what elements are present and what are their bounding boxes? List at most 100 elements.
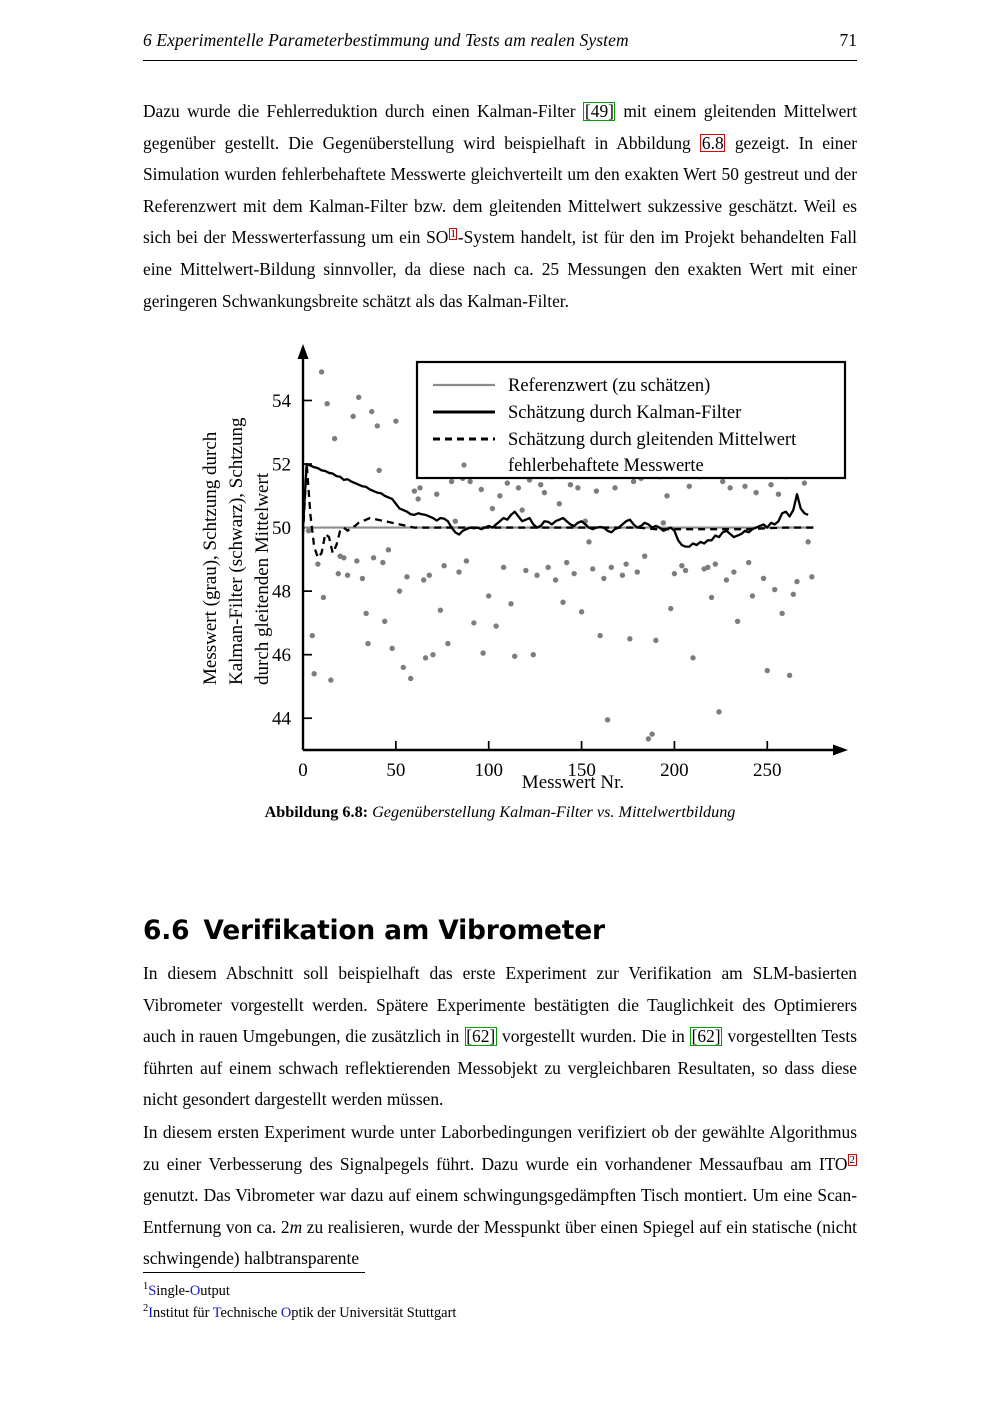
x-axis-ticks: 0 50 100 150 200 250: [298, 741, 782, 781]
scatter-point: [508, 601, 514, 607]
footnote-2-acr-3: O: [280, 1304, 292, 1321]
scatter-point: [434, 491, 440, 497]
scatter-point: [772, 586, 778, 593]
scatter-point: [623, 561, 629, 567]
scatter-point: [408, 675, 414, 682]
scatter-point: [790, 591, 796, 598]
scatter-point: [716, 709, 722, 715]
scatter-point: [660, 520, 666, 526]
scatter-point: [760, 575, 767, 582]
scatter-point: [320, 594, 327, 601]
footnote-marker-1[interactable]: 1: [448, 227, 458, 241]
scatter-point: [523, 567, 529, 574]
scatter-point: [679, 563, 685, 569]
footnote-2-acr-2: T: [212, 1304, 221, 1321]
scatter-point: [445, 640, 451, 647]
legend-label-kalman-filter: Schätzung durch Kalman-Filter: [508, 403, 741, 423]
scatter-point: [497, 493, 503, 499]
footnote-marker-2[interactable]: 2: [848, 1153, 858, 1167]
series-kalman-filter: [301, 462, 809, 548]
p3-unit-m: m: [289, 1216, 303, 1237]
p3-text-a: In diesem ersten Experiment wurde unter …: [143, 1122, 857, 1174]
x-tick-label-200: 200: [660, 760, 689, 781]
scatter-point: [504, 480, 510, 486]
y-axis-title: Messwert (grau), Schtzung durch Kalman-F…: [200, 417, 273, 685]
scatter-point: [467, 478, 473, 485]
footnote-marker-2-label: 2: [848, 1153, 857, 1167]
x-tick-label-150: 150: [567, 760, 596, 781]
y-tick-label-46: 46: [272, 645, 291, 666]
scatter-point: [586, 539, 592, 545]
header-chapter-title: 6 Experimentelle Parameterbestimmung und…: [143, 30, 629, 50]
series-gleitender-mittelwert: [301, 462, 814, 559]
x-tick-label-250: 250: [753, 760, 782, 781]
legend-swatch-messwerte: [461, 462, 467, 468]
scatter-point: [396, 588, 403, 594]
scatter-point: [705, 564, 711, 570]
scatter-point: [315, 561, 321, 567]
scatter-point: [369, 408, 375, 415]
scatter-point: [500, 564, 507, 570]
scatter-point: [601, 575, 607, 582]
figure-caption-label: Abbildung 6.8:: [264, 803, 369, 821]
scatter-point: [519, 507, 525, 513]
p1-text-a: Dazu wurde die Fehlerreduktion durch ein…: [143, 101, 583, 121]
x-tick-label-0: 0: [298, 760, 308, 781]
scatter-point: [712, 561, 718, 567]
page-number: 71: [839, 30, 858, 50]
scatter-point: [411, 488, 418, 494]
legend-box: [415, 360, 847, 480]
x-tick-label-50: 50: [386, 760, 405, 781]
scatter-point: [720, 478, 726, 485]
scatter-point: [604, 717, 611, 723]
scatter-point: [571, 570, 577, 577]
paragraph-2-block: In diesem Abschnitt soll beispielhaft da…: [143, 958, 857, 1116]
figure-6-8: 44 46 48 50 52 54 0 50 100 150 200 250 Messwert Nr…: [143, 340, 857, 795]
scatter-point: [645, 736, 652, 742]
footnote-area: 1Single-Output 2Institut für Technische …: [143, 1281, 857, 1324]
running-header: 6 Experimentelle Parameterbestimmung und…: [143, 30, 857, 51]
scatter-point: [668, 605, 674, 612]
citation-link-49[interactable]: [49]: [583, 101, 616, 121]
scatter-point: [354, 558, 360, 564]
citation-link-62-b[interactable]: [62]: [690, 1026, 723, 1047]
y-tick-label-48: 48: [272, 582, 291, 603]
scatter-point: [727, 485, 733, 491]
scatter-point: [567, 481, 574, 488]
section-heading: 6.6 Verifikation am Vibrometer: [143, 915, 857, 946]
scatter-point: [489, 505, 496, 512]
scatter-point: [493, 623, 499, 629]
p3-text-b: genutzt. Das Vibrometer war dazu auf ein…: [143, 1185, 857, 1237]
scatter-point: [385, 547, 392, 553]
footnote-1-text-2: utput: [200, 1283, 230, 1299]
scatter-point: [545, 564, 551, 570]
p2-text-a: In diesem Abschnitt soll beispielhaft da…: [143, 963, 857, 1047]
scatter-point: [331, 435, 338, 442]
figure-caption: Abbildung 6.8: Gegenüberstellung Kalman-…: [143, 803, 857, 822]
scatter-point: [335, 570, 341, 577]
scatter-point: [380, 559, 386, 566]
citation-link-62-a[interactable]: [62]: [464, 1026, 497, 1047]
scatter-point: [305, 528, 312, 534]
figure-ref-link-6-8[interactable]: 6.8: [700, 132, 726, 153]
y-tick-label-44: 44: [272, 709, 292, 730]
scatter-point: [630, 478, 637, 485]
section-number: 6.6: [143, 914, 190, 946]
footnote-1-number: 1: [143, 1281, 149, 1293]
scatter-point: [708, 594, 715, 601]
scatter-point: [530, 651, 536, 658]
scatter-point: [426, 572, 432, 578]
footnote-1-acr-1: S: [148, 1283, 157, 1299]
footnote-rule: [143, 1272, 365, 1274]
scatter-point: [480, 650, 486, 656]
footnote-marker-1-label: 1: [448, 227, 458, 241]
y-axis-title-line-2: Kalman-Filter (schwarz), Schtzung: [226, 417, 247, 685]
paragraph-1: Dazu wurde die Fehlerreduktion durch ein…: [143, 96, 857, 317]
scatter-point: [471, 620, 477, 626]
scatter-point: [365, 640, 371, 647]
scatter-point: [593, 488, 600, 494]
p1-text-c: gezeigt. In einer Simulation wurden fehl…: [143, 132, 858, 248]
scatter-point: [400, 664, 406, 671]
scatter-point: [590, 566, 596, 572]
scatter-point: [734, 618, 741, 625]
